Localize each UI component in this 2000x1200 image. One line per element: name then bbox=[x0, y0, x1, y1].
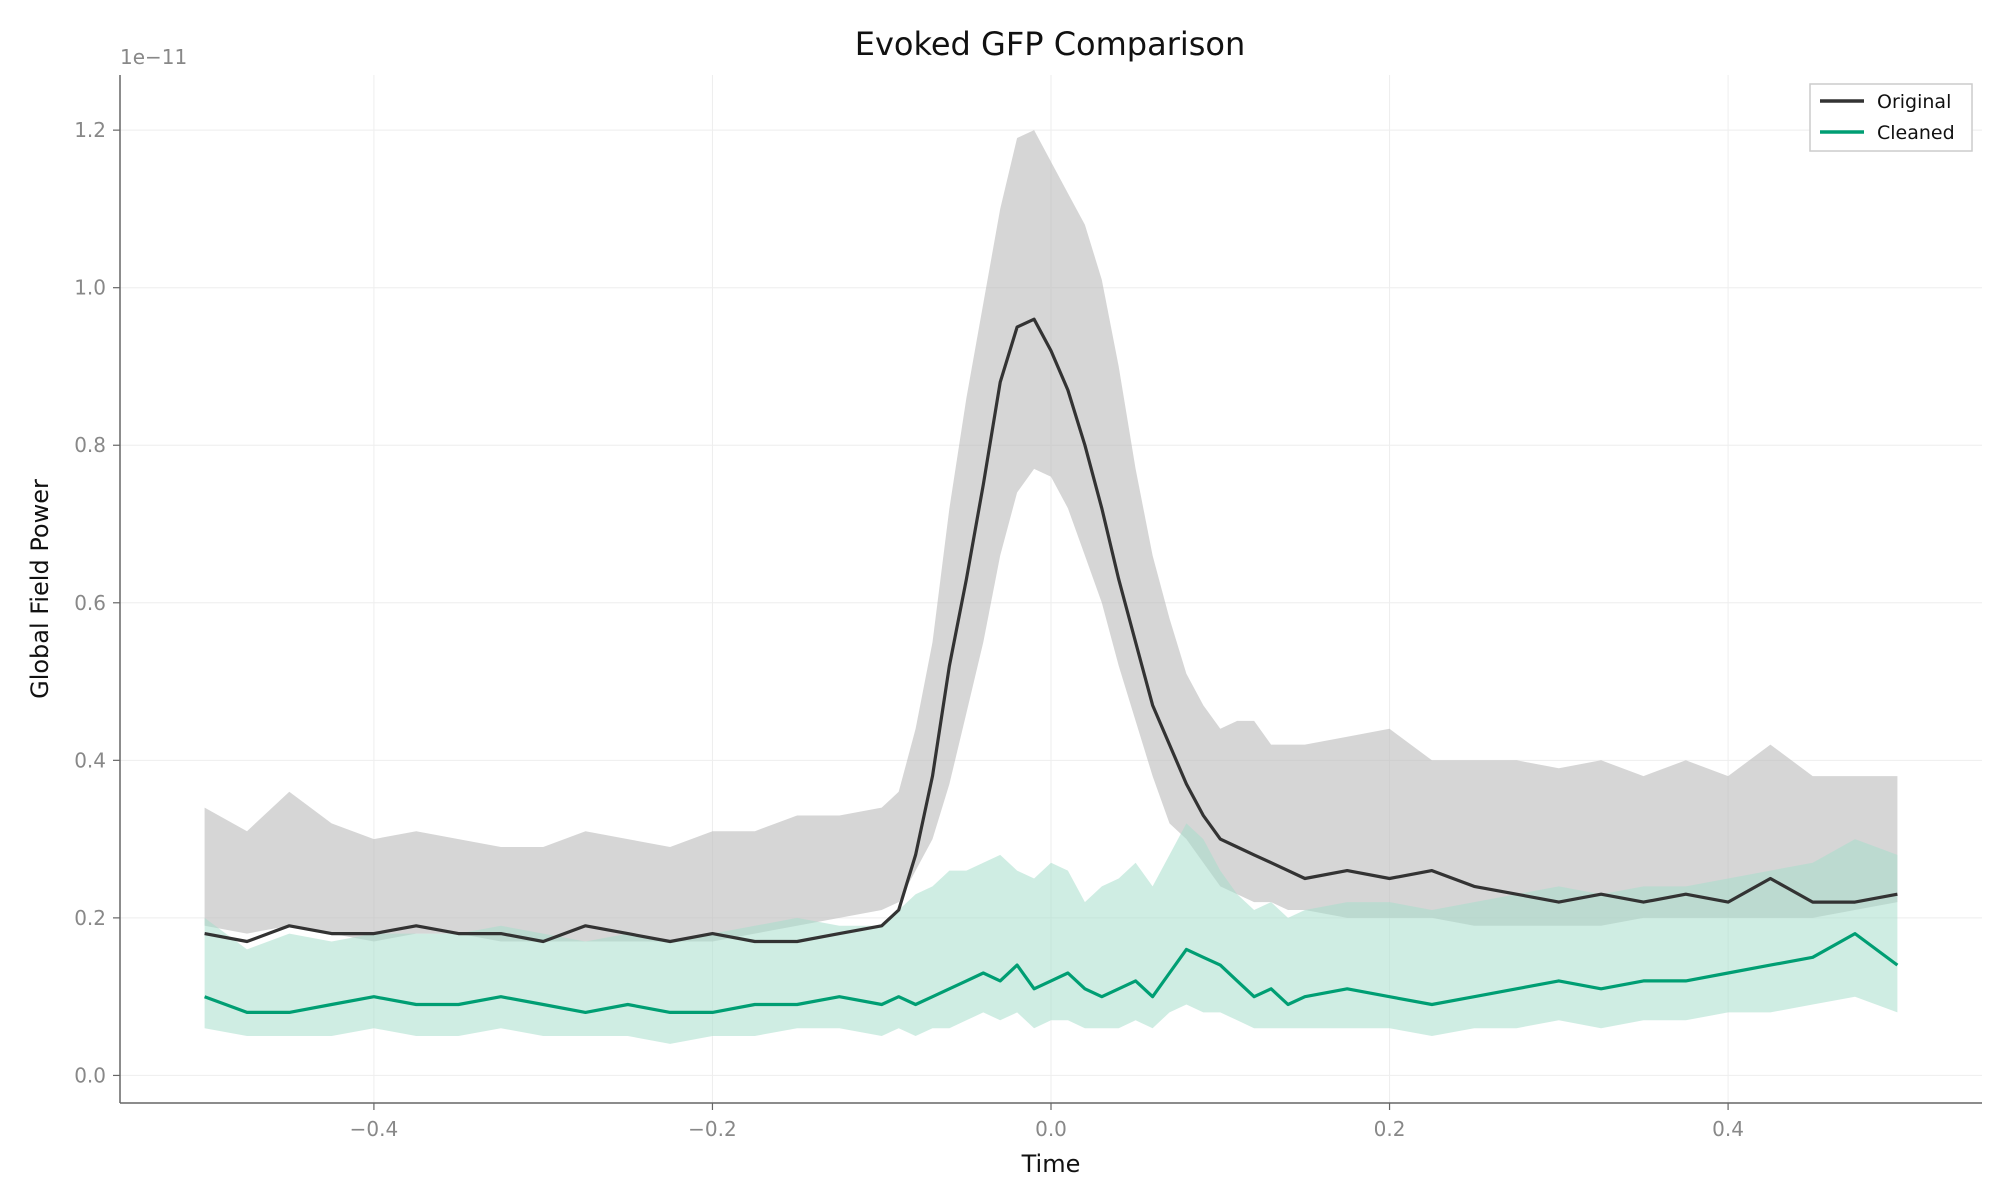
x-tick-label: −0.2 bbox=[688, 1117, 737, 1141]
x-tick-label: −0.4 bbox=[350, 1117, 399, 1141]
y-tick-label: 1.0 bbox=[74, 276, 106, 300]
x-tick-label: 0.0 bbox=[1035, 1117, 1067, 1141]
y-tick-label: 0.4 bbox=[74, 748, 106, 772]
band-cleaned bbox=[204, 823, 1898, 1044]
band-original bbox=[204, 130, 1898, 942]
line-cleaned bbox=[204, 931, 1899, 1015]
confidence-bands bbox=[204, 130, 1898, 1044]
y-tick-label: 1.2 bbox=[74, 118, 106, 142]
x-tick-label: 0.4 bbox=[1712, 1117, 1744, 1141]
y-tick-label: 0.8 bbox=[74, 433, 106, 457]
legend-box bbox=[1809, 83, 1973, 152]
y-tick-label: 0.6 bbox=[74, 591, 106, 615]
y-offset-label: 1e−11 bbox=[120, 45, 187, 69]
x-axis-label: Time bbox=[1021, 1150, 1081, 1178]
x-ticks: −0.4 −0.2 0.0 0.2 0.4 bbox=[350, 1103, 1744, 1141]
legend: Original Cleaned bbox=[1809, 83, 1973, 152]
line-original bbox=[204, 317, 1898, 944]
y-ticks: 0.0 0.2 0.4 0.6 0.8 1.0 1.2 bbox=[74, 118, 120, 1087]
series-lines bbox=[204, 317, 1899, 1015]
legend-label-original: Original bbox=[1877, 91, 1951, 113]
y-axis-label: Global Field Power bbox=[26, 479, 54, 699]
legend-label-cleaned: Cleaned bbox=[1877, 122, 1955, 144]
y-tick-label: 0.0 bbox=[74, 1063, 106, 1087]
chart-title: Evoked GFP Comparison bbox=[855, 25, 1246, 63]
x-tick-label: 0.2 bbox=[1374, 1117, 1406, 1141]
y-tick-label: 0.2 bbox=[74, 906, 106, 930]
